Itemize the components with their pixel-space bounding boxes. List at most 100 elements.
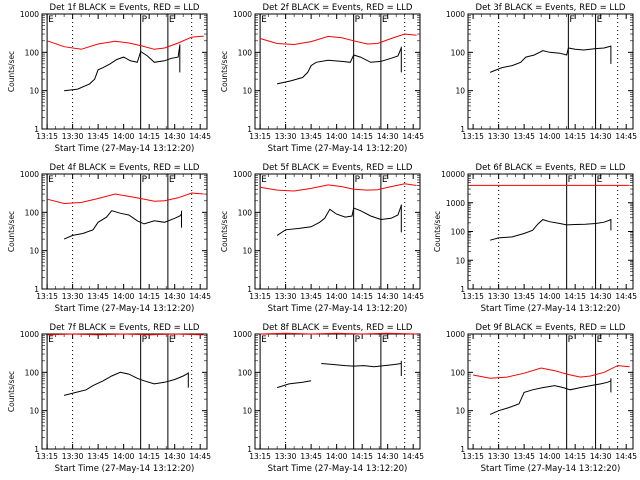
y-tick-label: 1000 — [233, 10, 252, 19]
y-tick-label: 10 — [29, 407, 39, 416]
x-axis-label: Start Time (27-May-14 13:12:20) — [55, 464, 195, 474]
x-tick-label: 14:15 — [351, 132, 373, 141]
chart-title: Det 9f BLACK = Events, RED = LLD — [476, 323, 626, 333]
y-axis-label: Counts/sec — [220, 211, 229, 252]
x-tick-label: 14:00 — [326, 132, 348, 141]
x-tick-label: 14:45 — [189, 452, 211, 461]
plot-frame — [41, 333, 208, 450]
y-axis-label: Counts/sec — [7, 371, 16, 412]
x-tick-label: 13:45 — [300, 292, 322, 301]
x-tick-label: 13:45 — [513, 292, 535, 301]
x-tick-label: 14:45 — [615, 292, 637, 301]
x-tick-label: 13:15 — [36, 132, 58, 141]
y-axis-label: Counts/sec — [7, 51, 16, 92]
x-tick-label: 13:30 — [62, 292, 84, 301]
x-tick-label: 14:00 — [326, 292, 348, 301]
x-axis-label: Start Time (27-May-14 13:12:20) — [268, 464, 408, 474]
x-tick-label: 14:00 — [326, 452, 348, 461]
x-tick-label: 13:45 — [300, 452, 322, 461]
x-tick-label: 14:00 — [113, 452, 135, 461]
y-axis-label: Counts/sec — [7, 211, 16, 252]
x-tick-label: 13:15 — [36, 292, 58, 301]
y-tick-label: 1000 — [233, 170, 252, 179]
y-tick-label: 1 — [460, 445, 465, 454]
y-tick-label: 1 — [247, 285, 252, 294]
x-axis-label: Start Time (27-May-14 13:12:20) — [55, 144, 195, 154]
y-axis-label: Counts/sec — [433, 211, 442, 252]
chart-panel-2: Det 2f BLACK = Events, RED = LLD 1 10 100 10… — [220, 3, 424, 154]
x-tick-label: 14:15 — [564, 132, 586, 141]
lld-series-line — [47, 333, 204, 336]
y-tick-label: 10 — [455, 256, 465, 265]
chart-title: Det 8f BLACK = Events, RED = LLD — [263, 323, 413, 333]
x-tick-label: 14:45 — [402, 452, 424, 461]
marker-label: E — [382, 335, 388, 345]
x-tick-label: 13:30 — [275, 452, 297, 461]
y-tick-label: 1000 — [446, 330, 465, 339]
y-tick-label: 100 — [238, 48, 253, 57]
marker-label: E — [169, 335, 175, 345]
y-tick-label: 100 — [451, 48, 466, 57]
x-tick-label: 13:30 — [488, 452, 510, 461]
x-tick-label: 14:30 — [377, 292, 399, 301]
y-tick-label: 1 — [460, 125, 465, 134]
y-tick-label: 1 — [34, 285, 39, 294]
lld-series-line — [473, 365, 630, 379]
x-tick-label: 14:00 — [113, 132, 135, 141]
events-series-line — [276, 47, 402, 85]
x-tick-label: 14:15 — [564, 452, 586, 461]
x-tick-label: 14:30 — [164, 292, 186, 301]
x-tick-label: 13:15 — [462, 292, 484, 301]
x-tick-label: 13:15 — [462, 452, 484, 461]
x-tick-label: 14:45 — [189, 292, 211, 301]
y-tick-label: 1000 — [20, 170, 39, 179]
events-series-line — [489, 45, 612, 73]
x-axis-label: Start Time (27-May-14 13:12:20) — [481, 304, 621, 314]
y-axis-label: Counts/sec — [220, 51, 229, 92]
x-tick-label: 14:15 — [138, 132, 160, 141]
events-series-line — [489, 380, 612, 415]
marker-label: E — [597, 175, 603, 185]
y-tick-label: 10 — [29, 247, 39, 256]
chart-panel-4: Det 4f BLACK = Events, RED = LLD 1 10 100 10… — [7, 163, 211, 314]
plot-frame — [467, 333, 634, 450]
lld-series-line — [46, 35, 204, 50]
x-tick-label: 14:45 — [402, 292, 424, 301]
chart-title: Det 5f BLACK = Events, RED = LLD — [263, 163, 413, 173]
y-tick-label: 100 — [25, 48, 40, 57]
lld-series-line — [260, 183, 417, 192]
chart-title: Det 2f BLACK = Events, RED = LLD — [263, 3, 413, 13]
x-tick-label: 13:15 — [36, 452, 58, 461]
chart-title: Det 4f BLACK = Events, RED = LLD — [50, 163, 200, 173]
y-tick-label: 1 — [247, 125, 252, 134]
x-axis-label: Start Time (27-May-14 13:12:20) — [55, 304, 195, 314]
chart-panel-6: Det 6f BLACK = Events, RED = LLD 1 10 100 10… — [433, 163, 637, 314]
y-tick-label: 1000 — [446, 199, 465, 208]
x-axis-label: Start Time (27-May-14 13:12:20) — [268, 144, 408, 154]
x-tick-label: 13:45 — [513, 132, 535, 141]
marker-label: P — [355, 175, 361, 185]
x-tick-label: 14:15 — [564, 292, 586, 301]
x-tick-label: 13:30 — [62, 452, 84, 461]
x-tick-label: 13:30 — [62, 132, 84, 141]
y-tick-label: 100 — [451, 368, 466, 377]
marker-label: P — [142, 175, 148, 185]
y-tick-label: 100 — [238, 208, 253, 217]
y-tick-label: 100 — [25, 208, 40, 217]
y-tick-label: 1000 — [446, 10, 465, 19]
x-tick-label: 14:00 — [539, 132, 561, 141]
x-tick-label: 14:30 — [377, 132, 399, 141]
y-tick-label: 10 — [242, 87, 252, 96]
x-tick-label: 14:15 — [138, 292, 160, 301]
chart-title: Det 1f BLACK = Events, RED = LLD — [50, 3, 200, 13]
chart-panel-8: Det 8f BLACK = Events, RED = LLD 1 10 100 10… — [233, 323, 424, 474]
y-tick-label: 10 — [242, 247, 252, 256]
y-tick-label: 10 — [242, 407, 252, 416]
marker-label: F — [568, 175, 573, 185]
y-tick-label: 1000 — [20, 330, 39, 339]
events-series-line — [489, 219, 612, 241]
marker-label: E — [261, 15, 267, 25]
y-tick-label: 100 — [451, 228, 466, 237]
marker-label: P — [355, 335, 361, 345]
events-series-line — [276, 380, 312, 389]
